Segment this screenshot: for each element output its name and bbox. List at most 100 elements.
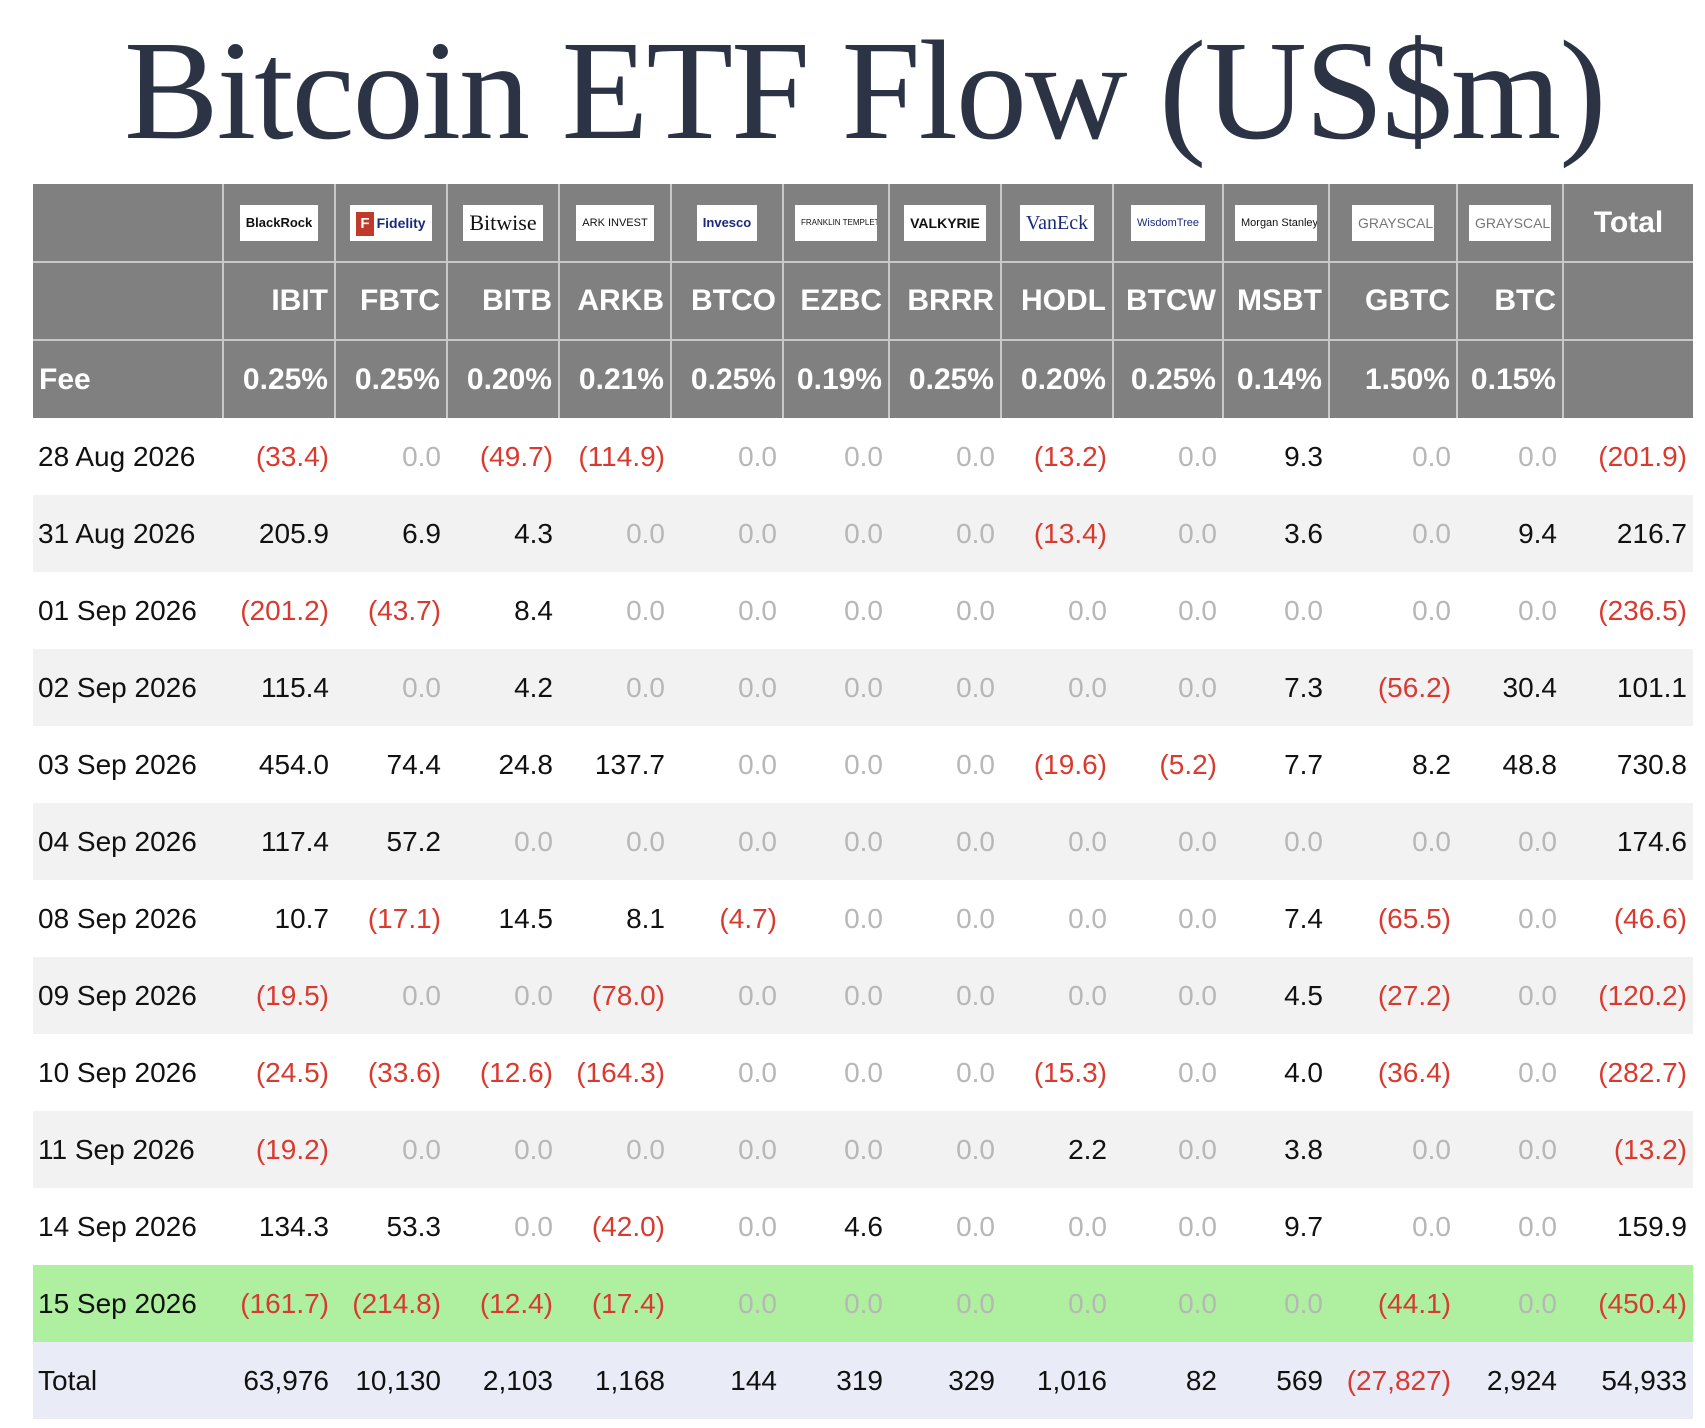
ticker-cell: IBIT <box>223 262 336 341</box>
flow-cell: 9.4 <box>1457 495 1563 572</box>
row-total: 159.9 <box>1563 1188 1693 1265</box>
flow-cell: 0.0 <box>783 1265 889 1342</box>
flow-cell: 0.0 <box>1457 1034 1563 1111</box>
flow-cell: 0.0 <box>783 880 889 957</box>
flow-cell: 137.7 <box>559 726 671 803</box>
flow-cell: (27.2) <box>1329 957 1457 1034</box>
flow-cell: (65.5) <box>1329 880 1457 957</box>
flow-cell: 7.3 <box>1223 649 1329 726</box>
flow-cell: 0.0 <box>559 495 671 572</box>
fidelity-logo: F Fidelity <box>350 204 432 241</box>
totals-row: Total 63,976 10,130 2,103 1,168 144 319 329 1,01… <box>33 1342 1693 1419</box>
row-date: 04 Sep 2026 <box>33 803 223 880</box>
ticker-cell: BTCW <box>1113 262 1224 341</box>
flow-cell: 0.0 <box>889 418 1001 495</box>
header-total: Total <box>1563 184 1693 263</box>
flow-cell: 0.0 <box>1113 880 1223 957</box>
flow-cell: 0.0 <box>889 495 1001 572</box>
flow-cell: 0.0 <box>671 418 783 495</box>
ticker-cell: BRRR <box>889 262 1002 341</box>
fee-cell: 0.15% <box>1457 340 1564 418</box>
flow-cell: 0.0 <box>1329 803 1457 880</box>
table-row: 03 Sep 2026 454.0 74.4 24.8 137.7 0.0 0.0 0.0 (1… <box>33 726 1693 803</box>
row-total: (13.2) <box>1563 1111 1693 1188</box>
flow-cell: 4.5 <box>1223 957 1329 1034</box>
flow-cell: 0.0 <box>1223 1265 1329 1342</box>
row-date: 03 Sep 2026 <box>33 726 223 803</box>
flow-cell: 0.0 <box>1113 418 1223 495</box>
table-row: 31 Aug 2026 205.9 6.9 4.3 0.0 0.0 0.0 0.0 (13.4)… <box>33 495 1693 572</box>
flow-cell: 0.0 <box>1113 572 1223 649</box>
flow-cell: 0.0 <box>783 1111 889 1188</box>
flow-cell: 0.0 <box>889 1188 1001 1265</box>
flow-cell: (161.7) <box>223 1265 335 1342</box>
flow-cell: 0.0 <box>889 880 1001 957</box>
ticker-cell: EZBC <box>783 262 890 341</box>
grayscale-logo-gbtc: GRAYSCALE <box>1352 204 1434 241</box>
flow-cell: (13.4) <box>1001 495 1113 572</box>
flow-cell: (43.7) <box>335 572 447 649</box>
flow-cell: 4.0 <box>1223 1034 1329 1111</box>
flow-cell: 9.3 <box>1223 418 1329 495</box>
flow-cell: 0.0 <box>1113 1034 1223 1111</box>
fee-row: Fee 0.25% 0.25% 0.20% 0.21% 0.25% 0.19% … <box>33 340 1693 418</box>
flow-cell: 0.0 <box>1457 572 1563 649</box>
flow-cell: 0.0 <box>671 957 783 1034</box>
flow-cell: (12.6) <box>447 1034 559 1111</box>
ticker-row: IBIT FBTC BITB ARKB BTCO EZBC BRRR HODL … <box>33 262 1693 341</box>
row-total: (450.4) <box>1563 1265 1693 1342</box>
flow-cell: 0.0 <box>889 1111 1001 1188</box>
table-row: 10 Sep 2026 (24.5) (33.6) (12.6) (164.3) 0.0 0… <box>33 1034 1693 1111</box>
flow-cell: (5.2) <box>1113 726 1223 803</box>
row-date: 01 Sep 2026 <box>33 572 223 649</box>
flow-cell: 205.9 <box>223 495 335 572</box>
flow-cell: 0.0 <box>1001 803 1113 880</box>
flow-cell: 0.0 <box>559 649 671 726</box>
flow-cell: 0.0 <box>889 649 1001 726</box>
flow-cell: 2.2 <box>1001 1111 1113 1188</box>
flow-cell: 0.0 <box>1113 1111 1223 1188</box>
row-date: 08 Sep 2026 <box>33 880 223 957</box>
flow-cell: 0.0 <box>671 726 783 803</box>
flow-cell: 0.0 <box>447 803 559 880</box>
flow-cell: 0.0 <box>1457 957 1563 1034</box>
flow-cell: (44.1) <box>1329 1265 1457 1342</box>
flow-cell: (49.7) <box>447 418 559 495</box>
flow-cell: 0.0 <box>1329 495 1457 572</box>
flow-cell: 0.0 <box>671 1265 783 1342</box>
table-row: 14 Sep 2026 134.3 53.3 0.0 (42.0) 0.0 4.6 0.0 0.… <box>33 1188 1693 1265</box>
total-cell: 1,168 <box>559 1342 671 1419</box>
row-date: 28 Aug 2026 <box>33 418 223 495</box>
flow-cell: 0.0 <box>671 495 783 572</box>
grayscale-logo-btc: GRAYSCALE <box>1469 204 1551 241</box>
fee-cell: 0.25% <box>1113 340 1224 418</box>
flow-cell: 0.0 <box>1457 803 1563 880</box>
totals-label: Total <box>33 1342 223 1419</box>
flow-cell: 0.0 <box>783 418 889 495</box>
flow-cell: 0.0 <box>447 1111 559 1188</box>
flow-cell: 0.0 <box>1457 1111 1563 1188</box>
row-total: (282.7) <box>1563 1034 1693 1111</box>
blackrock-logo: BlackRock <box>239 204 319 241</box>
flow-cell: 0.0 <box>889 803 1001 880</box>
total-cell: 329 <box>889 1342 1001 1419</box>
flow-cell: 0.0 <box>559 803 671 880</box>
flow-cell: 3.8 <box>1223 1111 1329 1188</box>
total-cell: 2,103 <box>447 1342 559 1419</box>
flow-cell: 0.0 <box>1457 1265 1563 1342</box>
flow-cell: (56.2) <box>1329 649 1457 726</box>
row-total: (120.2) <box>1563 957 1693 1034</box>
fee-cell: 0.20% <box>1001 340 1114 418</box>
flow-cell: 0.0 <box>1223 803 1329 880</box>
flow-cell: 0.0 <box>671 803 783 880</box>
flow-cell: (19.6) <box>1001 726 1113 803</box>
fee-cell: 0.20% <box>447 340 560 418</box>
flow-cell: (4.7) <box>671 880 783 957</box>
total-cell: 569 <box>1223 1342 1329 1419</box>
flow-cell: (201.2) <box>223 572 335 649</box>
flow-cell: 30.4 <box>1457 649 1563 726</box>
flow-cell: 0.0 <box>1113 803 1223 880</box>
ticker-cell: MSBT <box>1223 262 1330 341</box>
flow-cell: 24.8 <box>447 726 559 803</box>
row-total: 216.7 <box>1563 495 1693 572</box>
